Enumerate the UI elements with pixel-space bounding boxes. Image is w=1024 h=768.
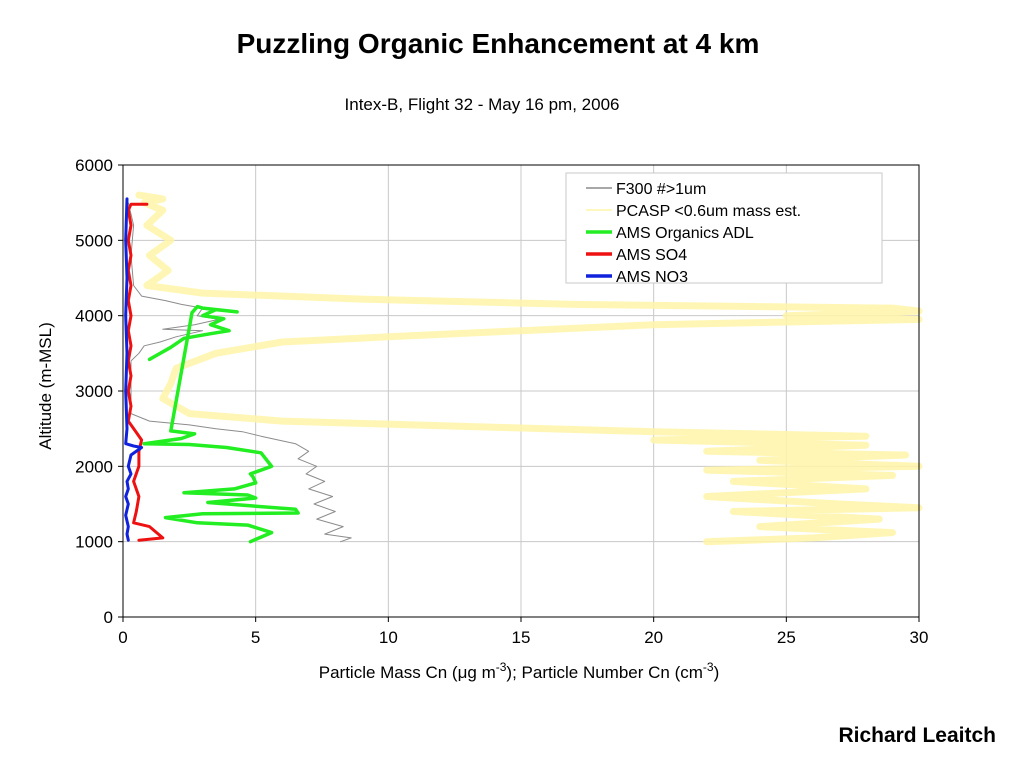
legend: F300 #>1um PCASP <0.6um mass est. AMS Orga… (565, 172, 883, 286)
legend-box (565, 172, 883, 284)
y-tick-label: 2000 (75, 457, 113, 476)
x-axis-label-part: -3 (496, 660, 507, 674)
legend-entry: AMS Organics ADL (616, 225, 754, 242)
legend-entry: F300 #>1um (616, 181, 706, 198)
x-axis-label-part: g m (467, 663, 495, 682)
x-tick-label: 10 (379, 628, 398, 647)
x-axis-label-part: μ (458, 663, 468, 682)
x-axis-label-part: Particle Mass Cn ( (319, 663, 458, 682)
x-axis-label-part: ); Particle Number Cn (cm (506, 663, 702, 682)
y-tick-label: 6000 (75, 156, 113, 175)
series-line-1 (127, 202, 352, 543)
y-axis-label: Altitude (m-MSL) (36, 322, 55, 450)
legend-entry: AMS SO4 (616, 247, 687, 264)
x-tick-label: 5 (251, 628, 260, 647)
chart-subtitle: Intex-B, Flight 32 - May 16 pm, 2006 (344, 95, 620, 114)
y-tick-label: 4000 (75, 307, 113, 326)
x-axis-label-part: -3 (703, 660, 714, 674)
axis-ticks: 0 5 10 15 20 25 30 0 1000 2000 3000 4000 5000 6000 (75, 156, 928, 647)
series-line-5 (124, 197, 144, 542)
y-tick-label: 0 (104, 608, 113, 627)
series-layer (124, 191, 923, 546)
x-tick-label: 0 (118, 628, 127, 647)
x-tick-label: 20 (644, 628, 663, 647)
legend-entry: PCASP <0.6um mass est. (616, 203, 801, 220)
x-tick-label: 30 (910, 628, 929, 647)
legend-entry: AMS NO3 (616, 269, 688, 286)
y-tick-label: 1000 (75, 533, 113, 552)
y-tick-label: 3000 (75, 382, 113, 401)
series-line-4 (126, 202, 165, 542)
x-tick-label: 25 (777, 628, 796, 647)
y-tick-label: 5000 (75, 231, 113, 250)
x-axis-label: Particle Mass Cn (μg m-3); Particle Numb… (319, 660, 720, 682)
series-line-3 (142, 304, 300, 544)
x-axis-label-part: ) (714, 663, 720, 682)
chart-title: Puzzling Organic Enhancement at 4 km (236, 28, 760, 59)
author-credit: Richard Leaitch (838, 724, 996, 747)
x-tick-label: 15 (512, 628, 531, 647)
